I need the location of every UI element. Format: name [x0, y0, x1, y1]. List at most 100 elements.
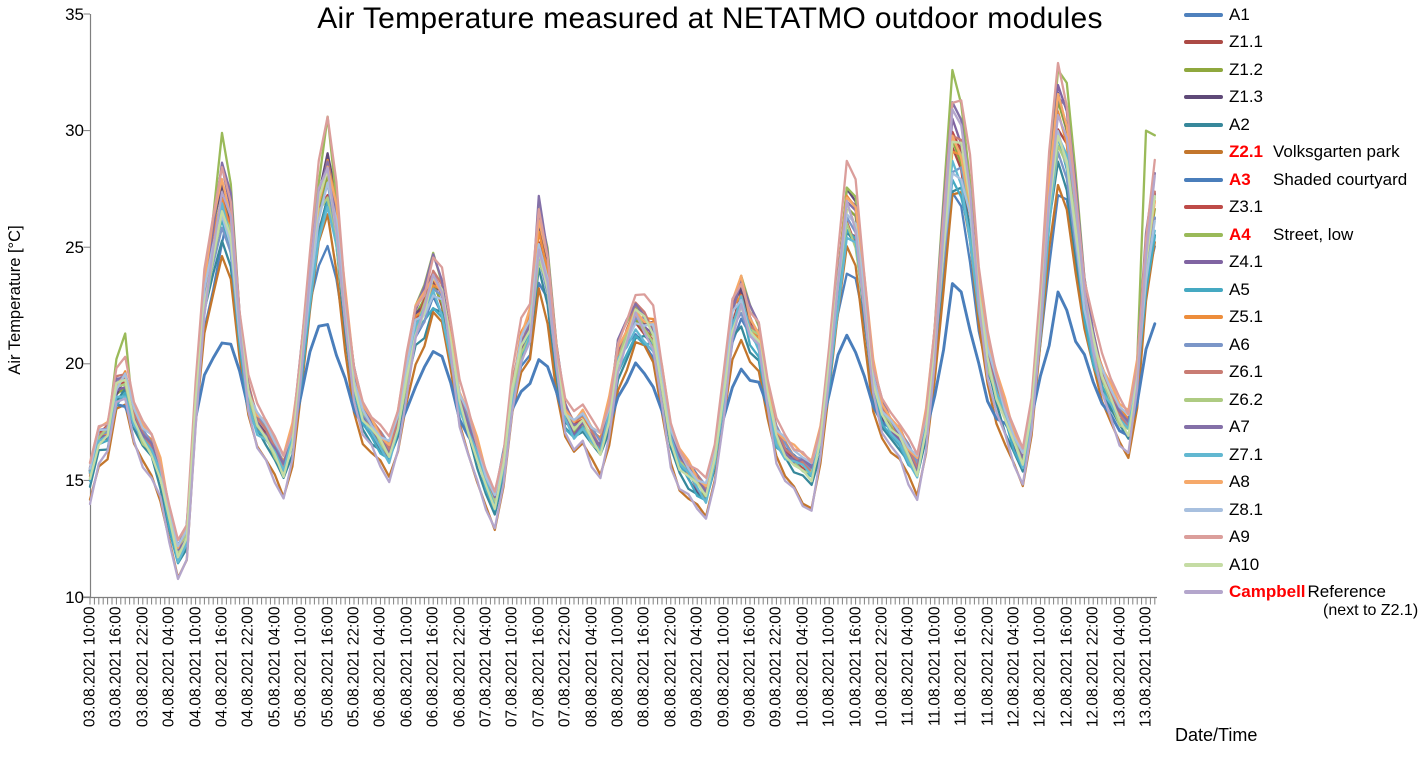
legend-label: Z4.1 — [1229, 252, 1264, 272]
x-tick-label: 10.08.2021 10:00 — [820, 606, 838, 727]
legend-annotation: Reference — [1307, 582, 1386, 602]
y-axis-ticks — [83, 13, 90, 598]
legend-item-Z7.1: Z7.1 — [1184, 441, 1424, 469]
legend-line-swatch — [1184, 425, 1223, 430]
legend-item-Z3.1: Z3.1 — [1184, 194, 1424, 222]
legend-label: A1 — [1229, 4, 1250, 24]
legend-item-Z6.2: Z6.2 — [1184, 386, 1424, 414]
legend: A1 Z1.1 Z1.2 Z1.3 A2 Z2.1 Volksgarten park A3 Sh… — [1184, 1, 1424, 619]
x-tick-label: 07.08.2021 16:00 — [530, 606, 548, 727]
x-tick-label: 08.08.2021 10:00 — [609, 606, 627, 727]
legend-line-swatch — [1184, 260, 1223, 265]
y-tick-label: 30 — [65, 121, 84, 141]
legend-line-swatch — [1184, 122, 1223, 127]
legend-label: A5 — [1229, 279, 1250, 299]
y-tick-label: 10 — [65, 587, 84, 607]
x-tick-label: 09.08.2021 10:00 — [715, 606, 733, 727]
x-tick-label: 05.08.2021 10:00 — [292, 606, 310, 727]
x-tick-label: 12.08.2021 10:00 — [1031, 606, 1049, 727]
legend-line-swatch — [1184, 40, 1223, 45]
series-line-Z4.1 — [88, 83, 1156, 563]
legend-line-swatch — [1184, 315, 1223, 320]
x-tick-label: 04.08.2021 22:00 — [239, 606, 257, 727]
y-tick-label: 20 — [65, 354, 84, 374]
legend-label: A2 — [1229, 114, 1250, 134]
x-tick-label: 06.08.2021 22:00 — [451, 606, 469, 727]
x-tick-label: 05.08.2021 16:00 — [319, 606, 337, 727]
legend-label: Z1.2 — [1229, 59, 1264, 79]
legend-annotation: Shaded courtyard — [1273, 169, 1408, 189]
x-tick-label: 08.08.2021 04:00 — [583, 606, 601, 727]
legend-label: Z6.1 — [1229, 362, 1264, 382]
legend-line-swatch — [1184, 535, 1223, 540]
x-axis-ticks — [89, 598, 1156, 605]
x-tick-label: 08.08.2021 16:00 — [635, 606, 653, 727]
legend-item-A1: A1 — [1184, 1, 1424, 29]
legend-label: Z5.1 — [1229, 307, 1264, 327]
x-tick-label: 11.08.2021 22:00 — [979, 606, 997, 726]
legend-annotation-line2: (next to Z2.1) — [1323, 602, 1419, 619]
legend-line-swatch — [1184, 452, 1223, 457]
x-tick-label: 07.08.2021 10:00 — [503, 606, 521, 727]
series-line-A8 — [88, 92, 1156, 549]
series-line-Z6.1 — [88, 133, 1156, 551]
legend-item-A6: A6 — [1184, 331, 1424, 359]
x-tick-label: 09.08.2021 04:00 — [688, 606, 706, 727]
legend-item-A5: A5 — [1184, 276, 1424, 304]
legend-line-swatch — [1184, 232, 1223, 237]
x-tick-label: 11.08.2021 16:00 — [952, 606, 970, 726]
legend-item-A7: A7 — [1184, 414, 1424, 442]
x-tick-label: 09.08.2021 16:00 — [741, 606, 759, 727]
legend-item-A3: A3 Shaded courtyard — [1184, 166, 1424, 194]
legend-label: A3 — [1229, 169, 1251, 189]
x-tick-label: 05.08.2021 04:00 — [266, 606, 284, 727]
legend-line-swatch — [1184, 370, 1223, 375]
legend-item-A8: A8 — [1184, 469, 1424, 497]
x-tick-label: 07.08.2021 04:00 — [477, 606, 495, 727]
x-tick-label: 04.08.2021 10:00 — [187, 606, 205, 727]
x-tick-label: 12.08.2021 04:00 — [1005, 606, 1023, 727]
legend-label: A4 — [1229, 224, 1251, 244]
x-tick-label: 07.08.2021 22:00 — [556, 606, 574, 727]
series-line-Campbell — [88, 108, 1156, 581]
legend-item-Z6.1: Z6.1 — [1184, 359, 1424, 387]
x-tick-label: 11.08.2021 04:00 — [899, 606, 917, 726]
legend-annotation: Street, low — [1273, 224, 1354, 244]
y-tick-label: 25 — [65, 237, 84, 257]
x-tick-label: 06.08.2021 10:00 — [398, 606, 416, 727]
x-tick-label: 04.08.2021 16:00 — [213, 606, 231, 727]
series-line-A9 — [88, 61, 1156, 542]
legend-label: Z1.1 — [1229, 32, 1264, 52]
x-tick-label: 06.08.2021 04:00 — [371, 606, 389, 727]
legend-line-swatch — [1184, 287, 1223, 292]
x-tick-label: 12.08.2021 22:00 — [1084, 606, 1102, 727]
legend-label: Z2.1 — [1229, 142, 1264, 162]
legend-line-swatch — [1184, 342, 1223, 347]
x-tick-label: 10.08.2021 04:00 — [794, 606, 812, 727]
legend-label: Z1.3 — [1229, 87, 1264, 107]
legend-label: Campbell — [1229, 582, 1306, 602]
legend-line-swatch — [1184, 480, 1223, 485]
legend-annotation: Volksgarten park — [1273, 142, 1400, 162]
legend-line-swatch — [1184, 150, 1223, 155]
legend-line-swatch — [1184, 67, 1223, 72]
legend-item-Z5.1: Z5.1 — [1184, 304, 1424, 332]
legend-label: Z3.1 — [1229, 197, 1264, 217]
legend-line-swatch — [1184, 12, 1223, 17]
x-tick-label: 03.08.2021 10:00 — [81, 606, 99, 727]
y-tick-label: 35 — [65, 4, 84, 24]
x-tick-label: 03.08.2021 16:00 — [107, 606, 125, 727]
legend-label: Z7.1 — [1229, 444, 1264, 464]
legend-line-swatch — [1184, 397, 1223, 402]
series-line-A4 — [88, 68, 1156, 557]
y-tick-label: 15 — [65, 470, 84, 490]
legend-item-Z1.1: Z1.1 — [1184, 29, 1424, 57]
legend-line-swatch — [1184, 507, 1223, 512]
legend-label: A10 — [1229, 554, 1260, 574]
series-line-A7 — [88, 96, 1156, 551]
chart-title: Air Temperature measured at NETATMO outd… — [317, 2, 1103, 35]
legend-line-swatch — [1184, 95, 1223, 100]
x-tick-label: 13.08.2021 04:00 — [1111, 606, 1129, 727]
legend-line-swatch — [1184, 562, 1223, 567]
series-line-Z1.3 — [88, 91, 1156, 560]
